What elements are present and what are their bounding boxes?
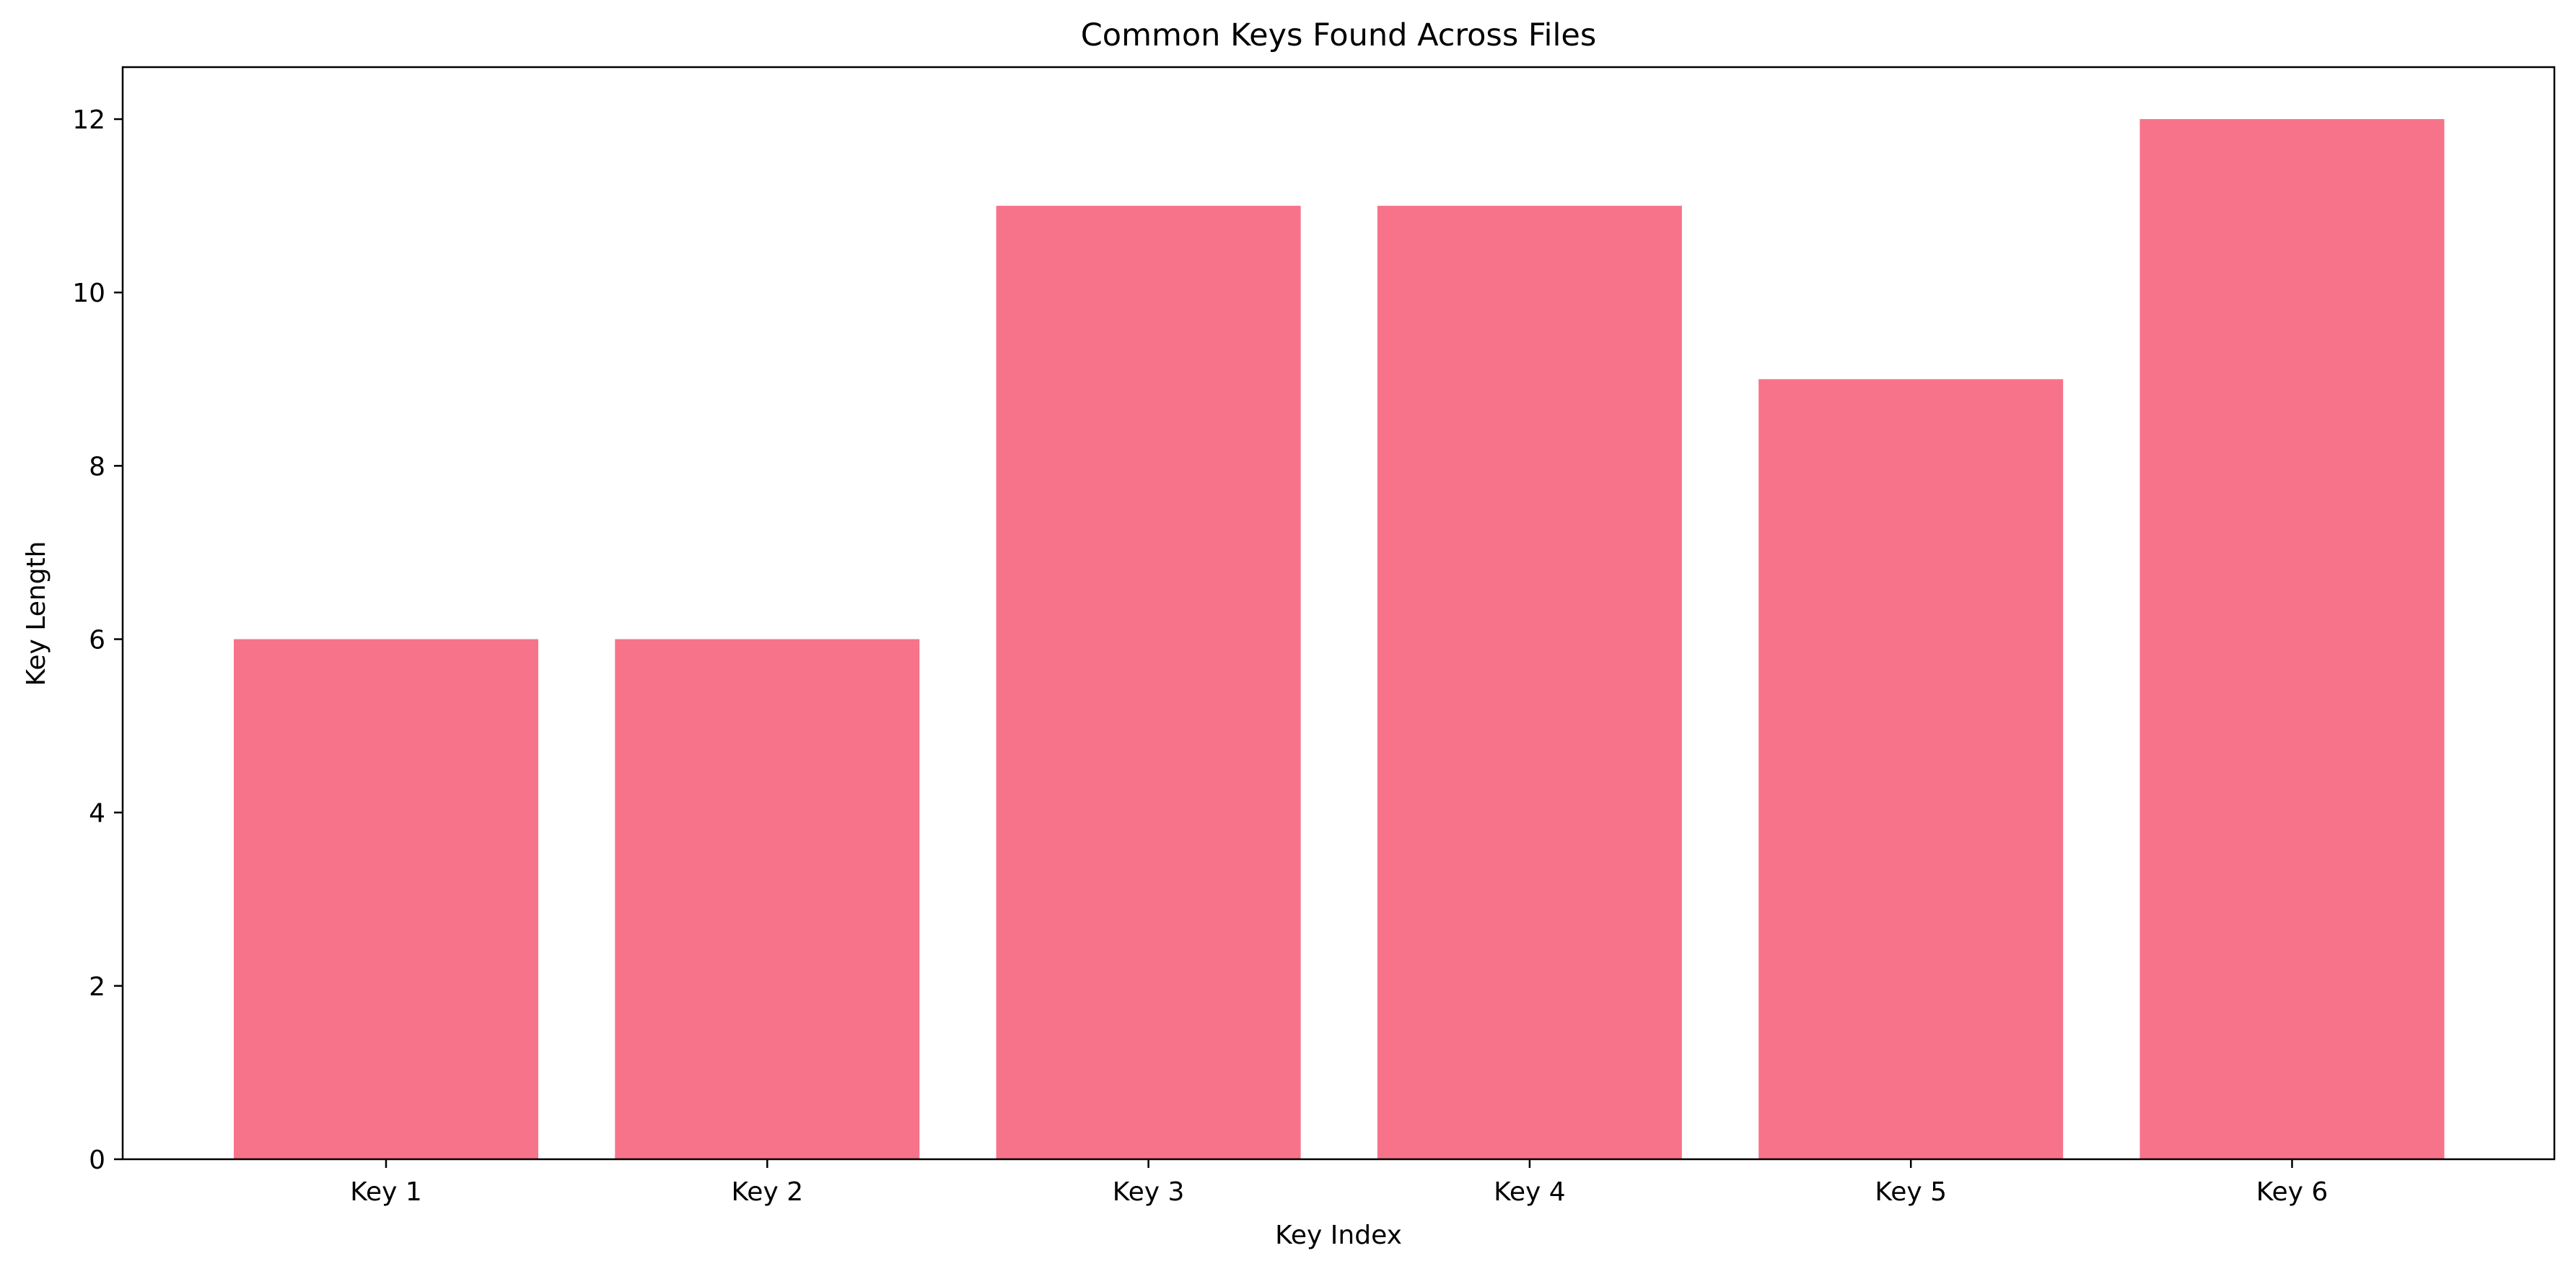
- y-tick-label: 8: [89, 452, 105, 481]
- bar-key-1: [234, 639, 538, 1159]
- x-axis-title: Key Index: [1275, 1221, 1402, 1250]
- y-axis-title: Key Length: [22, 541, 51, 686]
- bar-key-3: [996, 206, 1301, 1160]
- bar-key-2: [615, 639, 920, 1159]
- bar-key-4: [1377, 206, 1682, 1160]
- plot-area-frame: [121, 66, 2556, 1161]
- y-tick-label: 6: [89, 626, 105, 655]
- chart-title: Common Keys Found Across Files: [1081, 17, 1597, 53]
- x-axis-ticks: Key 1 Key 2 Key 3 Key 4 Key 5 Key 6: [350, 1159, 2328, 1207]
- y-tick-label: 2: [89, 972, 105, 1002]
- x-tick-label: Key 3: [1113, 1177, 1185, 1207]
- y-tick-label: 10: [72, 279, 105, 308]
- bars-group: [234, 119, 2445, 1160]
- x-tick-label: Key 6: [2256, 1177, 2329, 1207]
- y-tick-label: 0: [89, 1146, 105, 1175]
- y-tick-label: 4: [89, 799, 105, 829]
- x-tick-label: Key 4: [1494, 1177, 1566, 1207]
- bar-key-6: [2139, 119, 2445, 1159]
- x-tick-label: Key 1: [350, 1177, 422, 1207]
- y-tick-label: 12: [72, 105, 105, 135]
- x-tick-label: Key 5: [1875, 1177, 1947, 1207]
- x-tick-label: Key 2: [731, 1177, 803, 1207]
- bar-key-5: [1758, 379, 2064, 1159]
- y-axis-ticks: 0 2 4 6 8 10 12: [72, 105, 123, 1175]
